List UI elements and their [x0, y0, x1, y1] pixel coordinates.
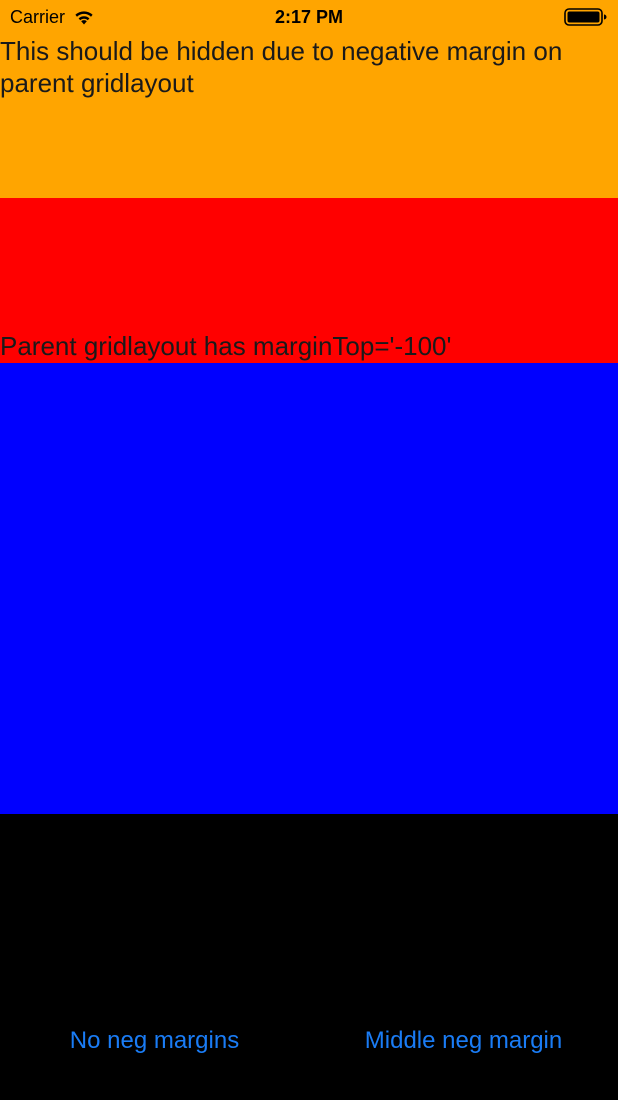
- red-grid-row: Parent gridlayout has marginTop='-100': [0, 198, 618, 363]
- middle-neg-margin-button[interactable]: Middle neg margin: [309, 1023, 618, 1059]
- no-neg-margins-button[interactable]: No neg margins: [0, 1023, 309, 1059]
- carrier-label: Carrier: [10, 7, 66, 27]
- status-bar: Carrier 2:17 PM: [0, 0, 618, 34]
- black-grid-row: [0, 814, 618, 1100]
- margin-info-label: Parent gridlayout has marginTop='-100': [0, 331, 452, 361]
- status-time: 2:17 PM: [274, 7, 344, 27]
- status-bar-left: Carrier: [10, 6, 95, 28]
- blue-grid-row: [0, 363, 618, 814]
- wifi-icon: [75, 11, 93, 25]
- button-bar: No neg margins Middle neg margin: [0, 1023, 618, 1059]
- battery-icon: [564, 8, 607, 26]
- orange-grid-row: Carrier 2:17 PM This should be hidden du…: [0, 0, 618, 198]
- hidden-message-label: This should be hidden due to negative ma…: [0, 36, 563, 98]
